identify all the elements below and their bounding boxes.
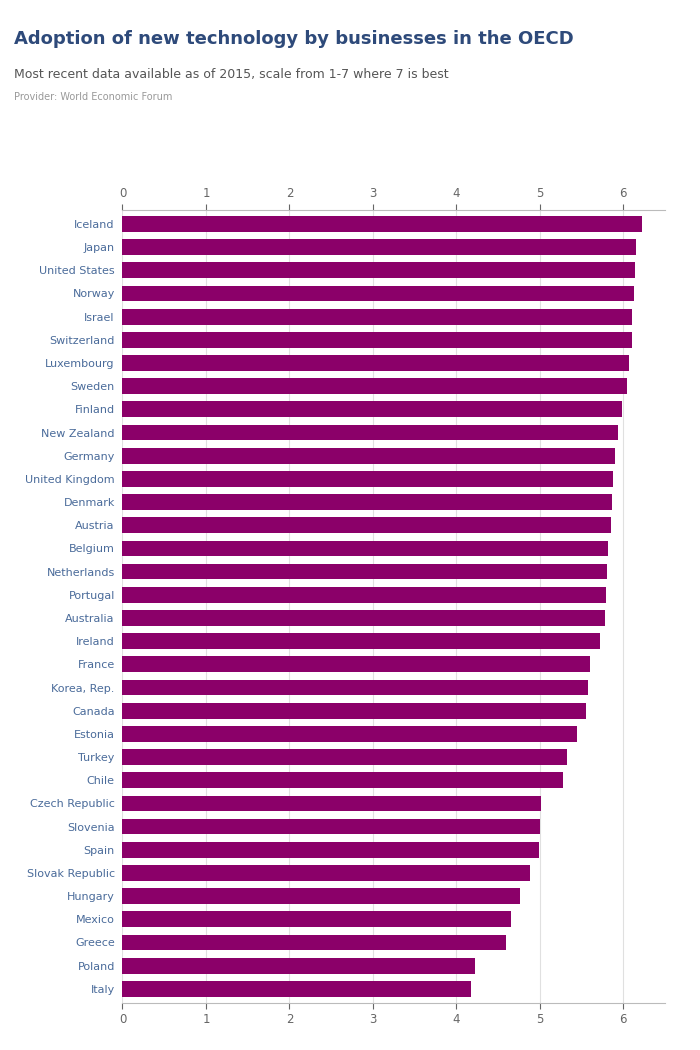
- Bar: [122, 842, 539, 858]
- Bar: [122, 564, 607, 580]
- Bar: [122, 471, 613, 487]
- Bar: [122, 819, 540, 835]
- Bar: [122, 541, 608, 556]
- Text: Adoption of new technology by businesses in the OECD: Adoption of new technology by businesses…: [14, 30, 574, 48]
- Text: Provider: World Economic Forum: Provider: World Economic Forum: [14, 92, 172, 102]
- Bar: [122, 355, 629, 371]
- Bar: [122, 216, 642, 232]
- Bar: [122, 679, 588, 695]
- Bar: [122, 958, 475, 973]
- Text: Most recent data available as of 2015, scale from 1-7 where 7 is best: Most recent data available as of 2015, s…: [14, 68, 449, 81]
- Bar: [122, 286, 634, 301]
- Bar: [122, 239, 636, 255]
- Bar: [122, 934, 506, 950]
- Bar: [122, 424, 618, 440]
- Bar: [122, 401, 622, 417]
- Bar: [122, 865, 530, 881]
- Text: figure.nz: figure.nz: [596, 19, 669, 34]
- Bar: [122, 749, 566, 764]
- Bar: [122, 518, 610, 533]
- Bar: [122, 610, 605, 626]
- Bar: [122, 262, 635, 278]
- Bar: [122, 702, 586, 718]
- Bar: [122, 378, 626, 394]
- Bar: [122, 495, 612, 510]
- Bar: [122, 911, 510, 927]
- Bar: [122, 587, 605, 603]
- Bar: [122, 726, 577, 741]
- Bar: [122, 309, 631, 324]
- Bar: [122, 447, 615, 464]
- Bar: [122, 332, 631, 348]
- Bar: [122, 656, 590, 672]
- Bar: [122, 981, 471, 996]
- Bar: [122, 888, 520, 904]
- Bar: [122, 773, 564, 789]
- Bar: [122, 633, 600, 649]
- Bar: [122, 796, 542, 812]
